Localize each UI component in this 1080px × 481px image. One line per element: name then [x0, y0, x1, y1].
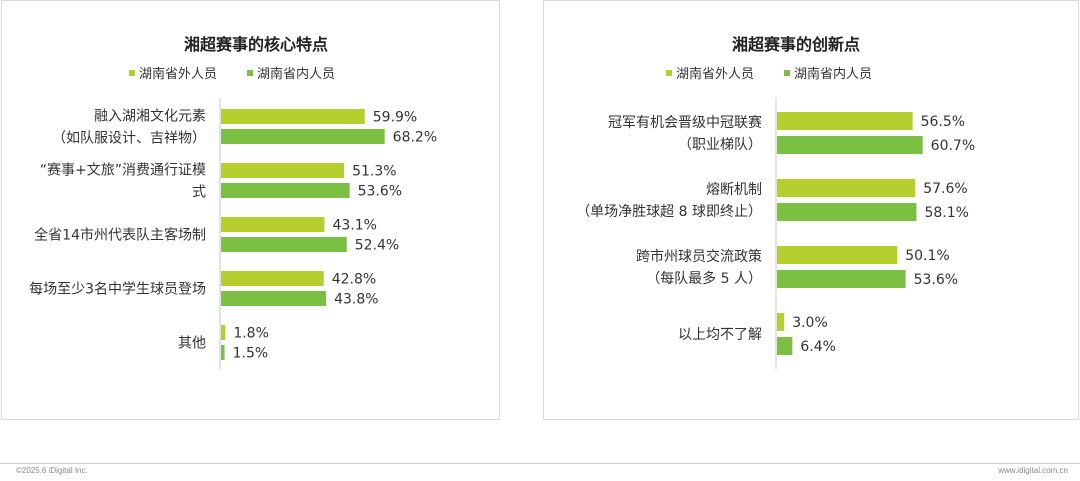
data-label-outside: 56.5% [921, 114, 965, 130]
category-label: 式 [192, 185, 206, 201]
legend-label-outside: 湖南省外人员 [676, 66, 754, 82]
category-label: 其他 [178, 336, 206, 352]
right-chart-panel: 湘超赛事的创新点湖南省外人员 湖南省内人员冠军有机会晋级中冠联赛 （职业梯队） 56.… [543, 0, 1079, 420]
data-label-inside: 53.6% [914, 272, 958, 288]
legend-swatch-inside [784, 70, 790, 76]
bar-outside [777, 313, 785, 331]
bar-inside [221, 237, 347, 252]
category-label: （如队服设计、吉祥物） [52, 131, 206, 147]
category-label: 融入湖湘文化元素 [94, 109, 206, 125]
data-label-outside: 1.8% [233, 326, 269, 342]
legend-swatch-outside [129, 70, 135, 76]
data-label-inside: 43.8% [334, 292, 378, 308]
legend-label-outside: 湖南省外人员 [139, 66, 217, 82]
bar-inside [777, 270, 906, 288]
legend-swatch-outside [666, 70, 672, 76]
category-label: 熔断机制 [706, 182, 762, 198]
data-label-inside: 58.1% [924, 205, 968, 221]
bar-outside [221, 325, 226, 340]
category-label: 以上均不了解 [678, 327, 762, 343]
category-label: （每队最多 5 人） [646, 270, 762, 287]
category-label: “赛事+文旅”消费通行证模 [40, 163, 206, 179]
bar-outside [777, 112, 913, 130]
bar-outside [221, 163, 345, 178]
footer-copyright: ©2025.6 iDigital Inc. [16, 466, 88, 475]
data-label-outside: 43.1% [332, 218, 376, 234]
data-label-outside: 3.0% [792, 315, 828, 331]
data-label-inside: 6.4% [800, 339, 836, 355]
bar-inside [777, 337, 793, 355]
data-label-outside: 51.3% [352, 164, 396, 180]
footer-divider [0, 463, 1080, 464]
bar-outside [221, 109, 365, 124]
bar-inside [221, 183, 350, 198]
category-label: （单场净胜球超 8 球即终止） [576, 204, 762, 220]
bar-outside [777, 179, 916, 197]
category-label: （职业梯队） [678, 137, 762, 153]
chart-title: 湘超赛事的核心特点 [184, 35, 328, 54]
footer-website: www.idigital.com.cn [998, 466, 1068, 475]
data-label-outside: 59.9% [373, 110, 417, 126]
data-label-inside: 68.2% [393, 130, 437, 146]
bar-outside [777, 246, 898, 264]
bar-inside [777, 203, 917, 221]
bar-inside [777, 136, 923, 154]
legend-label-inside: 湖南省内人员 [794, 66, 872, 82]
data-label-outside: 57.6% [923, 181, 967, 197]
bar-inside [221, 129, 385, 144]
data-label-outside: 42.8% [332, 272, 376, 288]
category-label: 冠军有机会晋级中冠联赛 [608, 115, 762, 131]
legend-label-inside: 湖南省内人员 [257, 66, 335, 82]
category-label: 全省14市州代表队主客场制 [34, 227, 206, 244]
bar-inside [221, 291, 327, 306]
left-chart-panel: 湘超赛事的核心特点湖南省外人员 湖南省内人员融入湖湘文化元素 （如队服设计、吉祥物）… [1, 0, 500, 420]
data-label-outside: 50.1% [905, 248, 949, 264]
category-label: 每场至少3名中学生球员登场 [29, 282, 206, 298]
bar-outside [221, 271, 324, 286]
chart-title: 湘超赛事的创新点 [732, 35, 860, 54]
data-label-inside: 1.5% [233, 346, 269, 362]
data-label-inside: 53.6% [358, 184, 402, 200]
bar-outside [221, 217, 325, 232]
legend-swatch-inside [247, 70, 253, 76]
category-label: 跨市州球员交流政策 [636, 248, 762, 265]
bar-inside [221, 345, 225, 360]
data-label-inside: 52.4% [355, 238, 399, 254]
data-label-inside: 60.7% [931, 138, 975, 154]
